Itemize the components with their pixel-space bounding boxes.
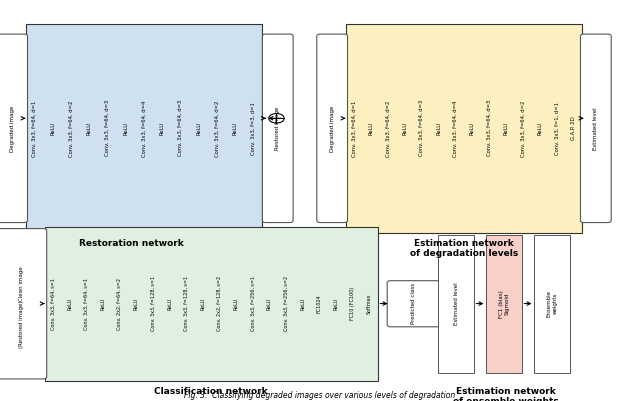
FancyBboxPatch shape xyxy=(580,34,611,223)
Text: FC10 (FC100): FC10 (FC100) xyxy=(350,287,355,320)
Text: ReLU: ReLU xyxy=(470,122,475,135)
Text: Conv. 3x3, f=64, s=1: Conv. 3x3, f=64, s=1 xyxy=(51,278,56,330)
Text: Conv. 3x3, f=64, d=2: Conv. 3x3, f=64, d=2 xyxy=(214,100,220,156)
Bar xyxy=(45,227,378,381)
Text: Conv. 3x3, f=256, s=2: Conv. 3x3, f=256, s=2 xyxy=(284,276,289,331)
Text: ReLU: ReLU xyxy=(160,122,164,135)
Text: Conv. 2x2, f=64, s=2: Conv. 2x2, f=64, s=2 xyxy=(117,278,122,330)
Text: ReLU: ReLU xyxy=(196,122,201,135)
Text: ReLU: ReLU xyxy=(51,122,56,135)
Text: ReLU: ReLU xyxy=(436,122,441,135)
Text: FC1 (bias)
Sigmoid: FC1 (bias) Sigmoid xyxy=(499,290,509,318)
Text: Conv. 3x3, f=1, d=1: Conv. 3x3, f=1, d=1 xyxy=(554,102,559,155)
Text: Conv. 3x3, f=64, s=1: Conv. 3x3, f=64, s=1 xyxy=(84,278,89,330)
Text: ReLU: ReLU xyxy=(234,298,239,310)
Text: Conv. 3x3, f=256, s=1: Conv. 3x3, f=256, s=1 xyxy=(250,276,255,331)
Text: Softmax: Softmax xyxy=(367,294,372,314)
Text: Estimated level: Estimated level xyxy=(454,282,458,325)
FancyBboxPatch shape xyxy=(317,34,348,223)
Text: ReLU: ReLU xyxy=(134,298,139,310)
Text: Estimated level: Estimated level xyxy=(593,107,598,150)
Text: ReLU: ReLU xyxy=(300,298,305,310)
Text: ReLU: ReLU xyxy=(267,298,272,310)
Text: Classification network: Classification network xyxy=(154,387,268,396)
Text: Conv. 3x3, f=3, d=1: Conv. 3x3, f=3, d=1 xyxy=(251,102,256,155)
Text: ReLU: ReLU xyxy=(369,122,374,135)
Text: Conv. 3x3, f=128, s=1: Conv. 3x3, f=128, s=1 xyxy=(150,276,156,331)
Text: G.A.P. 2D: G.A.P. 2D xyxy=(572,117,577,140)
Text: Degraded image: Degraded image xyxy=(10,105,15,152)
Text: Conv. 3x3, f=64, d=1: Conv. 3x3, f=64, d=1 xyxy=(351,100,356,156)
Text: Predicted class: Predicted class xyxy=(411,283,416,324)
Text: ReLU: ReLU xyxy=(504,122,509,135)
Text: Conv. 3x3, f=64, d=3: Conv. 3x3, f=64, d=3 xyxy=(105,100,110,156)
Text: ReLU: ReLU xyxy=(403,122,407,135)
FancyBboxPatch shape xyxy=(262,34,293,223)
Bar xyxy=(534,235,570,373)
Text: Restored image: Restored image xyxy=(275,107,280,150)
Text: Conv. 3x3, f=64, d=3: Conv. 3x3, f=64, d=3 xyxy=(487,100,492,156)
Text: Clean image: Clean image xyxy=(19,266,24,301)
Text: ReLU: ReLU xyxy=(167,298,172,310)
Text: Ensemble
weights: Ensemble weights xyxy=(547,290,557,317)
Text: Conv. 2x2, f=128, s=2: Conv. 2x2, f=128, s=2 xyxy=(217,276,222,331)
Text: Fig. 3.  Classifying degraded images over various levels of degradation: Fig. 3. Classifying degraded images over… xyxy=(184,391,456,400)
FancyBboxPatch shape xyxy=(0,34,28,223)
Text: ReLU: ReLU xyxy=(124,122,128,135)
Text: ReLU: ReLU xyxy=(67,298,72,310)
Text: Conv. 3x3, f=64, d=2: Conv. 3x3, f=64, d=2 xyxy=(68,100,74,156)
Bar xyxy=(486,235,522,373)
Text: ReLU: ReLU xyxy=(232,122,237,135)
Bar xyxy=(26,24,262,233)
Text: Conv. 3x3, f=64, d=2: Conv. 3x3, f=64, d=2 xyxy=(385,100,390,156)
Text: Conv. 3x3, f=64, d=3: Conv. 3x3, f=64, d=3 xyxy=(419,100,424,156)
Text: Conv. 3x3, f=64, d=1: Conv. 3x3, f=64, d=1 xyxy=(32,100,37,156)
Text: Conv. 3x3, f=64, d=4: Conv. 3x3, f=64, d=4 xyxy=(453,100,458,156)
Text: Conv. 3x3, f=128, s=1: Conv. 3x3, f=128, s=1 xyxy=(184,276,189,331)
Bar xyxy=(346,24,582,233)
Text: ReLU: ReLU xyxy=(200,298,205,310)
Text: Conv. 3x3, f=64, d=4: Conv. 3x3, f=64, d=4 xyxy=(141,100,147,156)
FancyBboxPatch shape xyxy=(0,229,47,379)
Text: Degraded image: Degraded image xyxy=(330,105,335,152)
Text: FC1024: FC1024 xyxy=(317,294,322,313)
Text: ReLU: ReLU xyxy=(333,298,339,310)
Bar xyxy=(438,235,474,373)
Text: ReLU: ReLU xyxy=(538,122,543,135)
FancyBboxPatch shape xyxy=(387,281,440,327)
Text: Conv. 3x3, f=64, d=3: Conv. 3x3, f=64, d=3 xyxy=(178,100,183,156)
Text: ReLU: ReLU xyxy=(87,122,92,135)
Text: ReLU: ReLU xyxy=(100,298,106,310)
Text: (Restored image): (Restored image) xyxy=(19,300,24,348)
Text: Estimation network
of degradation levels: Estimation network of degradation levels xyxy=(410,239,518,258)
Text: Conv. 3x3, f=64, d=2: Conv. 3x3, f=64, d=2 xyxy=(521,100,525,156)
Text: Restoration network: Restoration network xyxy=(79,239,184,247)
Text: Estimation network
of ensemble weights: Estimation network of ensemble weights xyxy=(452,387,559,401)
